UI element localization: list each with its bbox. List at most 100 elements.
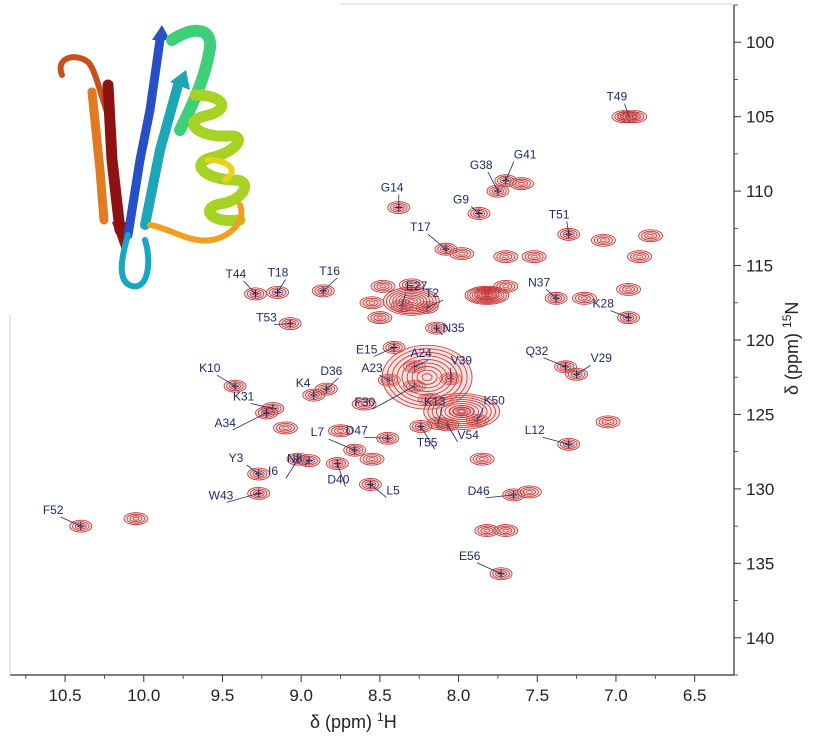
peak-leader-line bbox=[379, 374, 390, 381]
y-axis-ticks: 100 105 110 115 120 125 130 135 140 bbox=[734, 4, 774, 676]
contour-level bbox=[268, 287, 287, 298]
contour-level bbox=[641, 230, 660, 241]
peak-label: T55 bbox=[417, 435, 438, 449]
peak-marker bbox=[231, 382, 240, 391]
peak-leader-line bbox=[414, 359, 429, 368]
peak-label: L5 bbox=[386, 483, 400, 497]
ribbon-strand-cyan bbox=[140, 80, 183, 230]
peak-label: V29 bbox=[591, 351, 613, 365]
contour-level bbox=[69, 519, 93, 533]
peak-leader-line bbox=[476, 562, 502, 575]
contour-level bbox=[469, 452, 495, 466]
ribbon-arrow-blue bbox=[152, 25, 170, 40]
contour-level bbox=[502, 528, 510, 533]
contour-level bbox=[392, 291, 431, 312]
peak-marker bbox=[564, 230, 573, 239]
contour-level bbox=[578, 294, 591, 302]
contour-level bbox=[489, 186, 507, 197]
x-tick-label: 6.5 bbox=[683, 686, 707, 705]
contour-level bbox=[273, 421, 298, 435]
ribbon-strand-green bbox=[166, 24, 217, 136]
contour-level bbox=[515, 180, 528, 188]
contour-level bbox=[382, 286, 440, 316]
contour-level bbox=[599, 238, 607, 243]
contour-level bbox=[614, 111, 634, 122]
unassigned-peak-contour bbox=[469, 452, 495, 466]
contour-level bbox=[530, 254, 538, 259]
contour-level bbox=[596, 236, 610, 244]
contour-level bbox=[590, 233, 616, 247]
contour-level bbox=[502, 488, 526, 502]
ribbon-helix bbox=[188, 89, 250, 227]
contour-level bbox=[619, 284, 638, 295]
contour-level bbox=[398, 278, 424, 292]
unassigned-peak-contour bbox=[616, 282, 641, 296]
contour-level bbox=[557, 227, 581, 241]
contour-level bbox=[435, 399, 488, 424]
contour-level bbox=[401, 280, 421, 290]
peak-leader-line bbox=[545, 289, 557, 299]
contour-level bbox=[527, 253, 541, 261]
y-tick-label: 115 bbox=[746, 257, 773, 276]
contour-level bbox=[468, 415, 487, 426]
contour-level bbox=[525, 489, 533, 494]
contour-level bbox=[250, 488, 268, 499]
peak-leader-line bbox=[487, 171, 499, 192]
contour-level bbox=[223, 379, 247, 393]
peak-leader-line bbox=[232, 412, 267, 431]
peak-label: G9 bbox=[453, 192, 469, 206]
contour-level bbox=[328, 458, 347, 469]
peak-marker bbox=[441, 245, 450, 254]
contour-level bbox=[474, 524, 500, 537]
contour-level bbox=[365, 299, 379, 307]
peak-label: W43 bbox=[209, 488, 234, 502]
contour-level bbox=[489, 567, 513, 581]
contour-level bbox=[246, 288, 265, 299]
y-tick-label: 110 bbox=[746, 182, 773, 201]
peak-label: F30 bbox=[354, 395, 375, 409]
peak-marker bbox=[390, 343, 399, 352]
contour-level bbox=[359, 478, 382, 491]
contour-level bbox=[622, 110, 648, 124]
contour-level bbox=[458, 251, 466, 256]
contour-level bbox=[351, 397, 377, 411]
contour-level bbox=[427, 323, 446, 333]
peak-leader-line bbox=[277, 279, 286, 293]
x-tick-label: 10.0 bbox=[127, 686, 160, 705]
contour-level bbox=[633, 253, 646, 261]
ribbon-arrow-darkred bbox=[112, 222, 128, 250]
unassigned-peak-contour bbox=[493, 524, 519, 537]
contour-level bbox=[257, 408, 276, 418]
contour-level bbox=[302, 388, 326, 402]
contour-level bbox=[423, 396, 437, 403]
peak-label: L12 bbox=[525, 423, 545, 437]
peak-leader-line bbox=[610, 310, 629, 319]
contour-fill bbox=[382, 345, 473, 410]
peak-leader-line bbox=[363, 436, 388, 439]
contour-level bbox=[449, 247, 475, 261]
contour-level bbox=[486, 184, 510, 198]
peak-label: G38 bbox=[470, 158, 493, 172]
contour-level bbox=[331, 425, 350, 436]
peak-label: T2 bbox=[425, 286, 439, 300]
contour-level bbox=[343, 443, 367, 457]
peak-leader-line bbox=[543, 357, 566, 368]
contour-level bbox=[370, 279, 396, 293]
contour-level bbox=[496, 251, 516, 262]
peak-label: T16 bbox=[319, 264, 340, 278]
contour-level bbox=[389, 289, 434, 313]
peak-label: D40 bbox=[327, 473, 349, 487]
contour-level bbox=[622, 285, 635, 293]
contour-level bbox=[475, 455, 489, 463]
peak-label: T49 bbox=[607, 90, 628, 104]
x-axis-ticks: 10.5 10.0 9.5 9.0 8.5 8.0 7.5 7.0 6.5 bbox=[25, 675, 707, 705]
contour-level bbox=[493, 250, 519, 264]
contour-level bbox=[404, 297, 418, 305]
contour-level bbox=[480, 290, 494, 298]
peak-label: V39 bbox=[451, 354, 473, 368]
contour-level bbox=[444, 403, 480, 420]
contour-level bbox=[502, 254, 510, 259]
contour-level bbox=[611, 110, 637, 124]
peak-leader-line bbox=[373, 347, 395, 357]
